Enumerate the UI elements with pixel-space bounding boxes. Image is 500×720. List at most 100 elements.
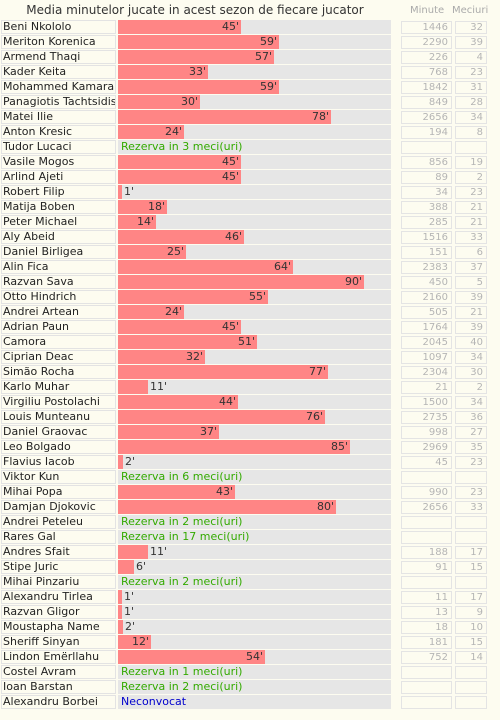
- minutes-bar: [118, 215, 156, 229]
- table-row: Matei Ilie 78' 2656 34: [0, 110, 500, 125]
- minutes-bar: [118, 620, 123, 634]
- minutes-cell: 2656: [401, 111, 452, 124]
- player-name[interactable]: Costel Avram: [1, 665, 116, 679]
- table-row: Andrei Peteleu Rezerva in 2 meci(uri): [0, 515, 500, 530]
- bar-track: 43': [118, 485, 391, 499]
- table-row: Viktor Kun Rezerva in 6 meci(uri): [0, 470, 500, 485]
- player-name[interactable]: Kader Keita: [1, 65, 116, 79]
- player-name[interactable]: Viktor Kun: [1, 470, 116, 484]
- table-row: Leo Bolgado 85' 2969 35: [0, 440, 500, 455]
- player-name[interactable]: Arlind Ajeti: [1, 170, 116, 184]
- bar-track: Rezerva in 2 meci(uri): [118, 680, 391, 694]
- average-minutes-label: 1': [124, 590, 135, 603]
- player-name[interactable]: Robert Filip: [1, 185, 116, 199]
- player-name[interactable]: Razvan Sava: [1, 275, 116, 289]
- player-name[interactable]: Louis Munteanu: [1, 410, 116, 424]
- average-minutes-label: 90': [344, 275, 362, 288]
- player-name[interactable]: Anton Kresic: [1, 125, 116, 139]
- player-name[interactable]: Karlo Muhar: [1, 380, 116, 394]
- player-name[interactable]: Meriton Korenica: [1, 35, 116, 49]
- minutes-cell: 151: [401, 246, 452, 259]
- player-name[interactable]: Ioan Barstan: [1, 680, 116, 694]
- matches-cell: 27: [455, 426, 487, 439]
- player-name[interactable]: Leo Bolgado: [1, 440, 116, 454]
- table-row: Rares Gal Rezerva in 17 meci(uri): [0, 530, 500, 545]
- minutes-cell: 2160: [401, 291, 452, 304]
- bar-track: 46': [118, 230, 391, 244]
- matches-cell: [455, 471, 487, 484]
- minutes-bar: [118, 20, 241, 34]
- reserve-note: Rezerva in 17 meci(uri): [121, 530, 250, 543]
- player-name[interactable]: Alexandru Tirlea: [1, 590, 116, 604]
- minutes-bar: [118, 155, 241, 169]
- player-name[interactable]: Peter Michael: [1, 215, 116, 229]
- average-minutes-label: 1': [124, 185, 135, 198]
- player-name[interactable]: Mihai Pinzariu: [1, 575, 116, 589]
- player-name[interactable]: Adrian Paun: [1, 320, 116, 334]
- player-name[interactable]: Simão Rocha: [1, 365, 116, 379]
- average-minutes-label: 51': [237, 335, 255, 348]
- player-name[interactable]: Beni Nkololo: [1, 20, 116, 34]
- player-name[interactable]: Mohammed Kamara: [1, 80, 116, 94]
- player-name[interactable]: Razvan Gligor: [1, 605, 116, 619]
- table-row: Mihai Pinzariu Rezerva in 2 meci(uri): [0, 575, 500, 590]
- player-name[interactable]: Virgiliu Postolachi: [1, 395, 116, 409]
- minutes-cell: 990: [401, 486, 452, 499]
- player-name[interactable]: Lindon Emërllahu: [1, 650, 116, 664]
- minutes-cell: 34: [401, 186, 452, 199]
- average-minutes-label: 24': [164, 305, 182, 318]
- average-minutes-label: 76': [305, 410, 323, 423]
- bar-track: 80': [118, 500, 391, 514]
- minutes-bar: [118, 35, 279, 49]
- minutes-bar: [118, 110, 331, 124]
- player-name[interactable]: Otto Hindrich: [1, 290, 116, 304]
- player-name[interactable]: Daniel Graovac: [1, 425, 116, 439]
- bar-track: 85': [118, 440, 391, 454]
- player-name[interactable]: Camora: [1, 335, 116, 349]
- bar-track: 77': [118, 365, 391, 379]
- player-name[interactable]: Matei Ilie: [1, 110, 116, 124]
- player-name[interactable]: Aly Abeid: [1, 230, 116, 244]
- player-name[interactable]: Panagiotis Tachtsidis: [1, 95, 116, 109]
- bar-track: Rezerva in 1 meci(uri): [118, 665, 391, 679]
- minutes-bar: [118, 185, 122, 199]
- player-name[interactable]: Alexandru Borbei: [1, 695, 116, 709]
- player-name[interactable]: Matija Boben: [1, 200, 116, 214]
- player-name[interactable]: Alin Fica: [1, 260, 116, 274]
- table-row: Ioan Barstan Rezerva in 2 meci(uri): [0, 680, 500, 695]
- player-name[interactable]: Flavius Iacob: [1, 455, 116, 469]
- bar-track: 11': [118, 380, 391, 394]
- player-name[interactable]: Tudor Lucaci: [1, 140, 116, 154]
- matches-column-header: Meciuri: [452, 5, 489, 16]
- player-name[interactable]: Stipe Juric: [1, 560, 116, 574]
- minutes-bar: [118, 50, 274, 64]
- minutes-bar: [118, 410, 325, 424]
- matches-cell: 10: [455, 621, 487, 634]
- matches-cell: [455, 666, 487, 679]
- player-name[interactable]: Mihai Popa: [1, 485, 116, 499]
- player-name[interactable]: Ciprian Deac: [1, 350, 116, 364]
- player-name[interactable]: Moustapha Name: [1, 620, 116, 634]
- average-minutes-label: 30': [180, 95, 198, 108]
- table-row: Alexandru Tirlea 1' 11 17: [0, 590, 500, 605]
- table-header: Media minutelor jucate in acest sezon de…: [0, 0, 500, 20]
- player-name[interactable]: Andrei Peteleu: [1, 515, 116, 529]
- minutes-cell: 505: [401, 306, 452, 319]
- table-row: Peter Michael 14' 285 21: [0, 215, 500, 230]
- player-name[interactable]: Damjan Djokovic: [1, 500, 116, 514]
- player-name[interactable]: Andrei Artean: [1, 305, 116, 319]
- player-name[interactable]: Andres Sfait: [1, 545, 116, 559]
- average-minutes-label: 11': [150, 380, 168, 393]
- player-name[interactable]: Vasile Mogos: [1, 155, 116, 169]
- minutes-bar: [118, 365, 328, 379]
- average-minutes-label: 80': [316, 500, 334, 513]
- average-minutes-label: 24': [164, 125, 182, 138]
- bar-track: 55': [118, 290, 391, 304]
- minutes-bar: [118, 605, 122, 619]
- player-name[interactable]: Rares Gal: [1, 530, 116, 544]
- player-name[interactable]: Daniel Birligea: [1, 245, 116, 259]
- player-name[interactable]: Sheriff Sinyan: [1, 635, 116, 649]
- minutes-cell: 226: [401, 51, 452, 64]
- minutes-bar: [118, 95, 200, 109]
- player-name[interactable]: Armend Thaqi: [1, 50, 116, 64]
